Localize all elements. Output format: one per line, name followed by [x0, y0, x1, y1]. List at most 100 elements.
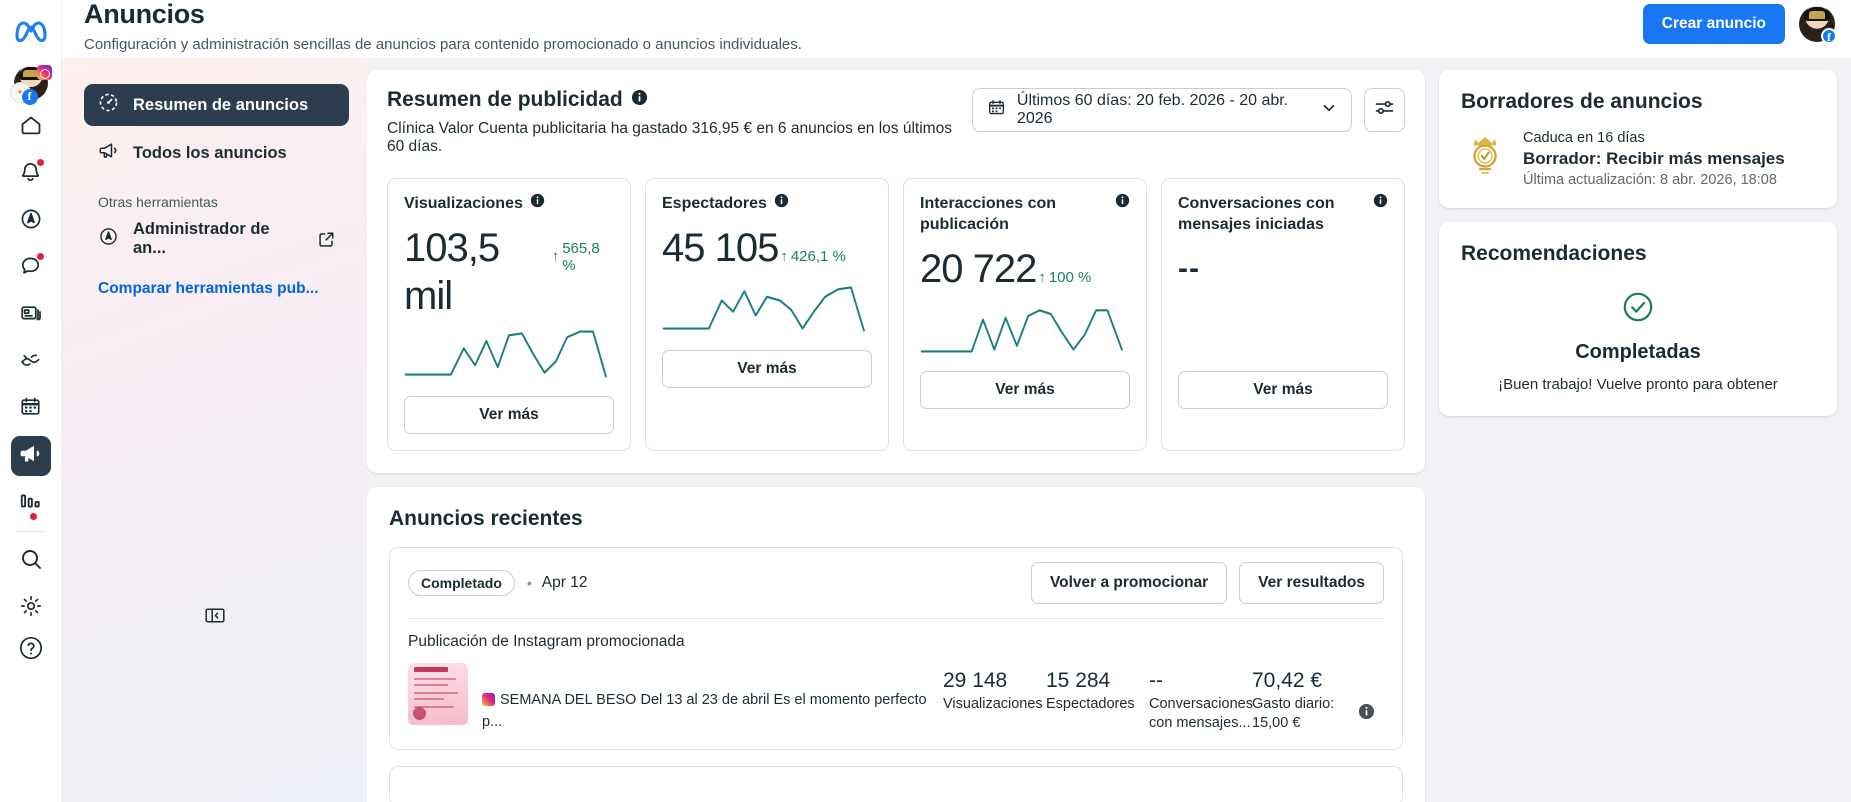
header-avatar[interactable]: f — [1799, 6, 1837, 44]
metric-label: Visualizaciones — [404, 195, 523, 212]
meta-logo[interactable] — [0, 6, 62, 56]
info-icon[interactable] — [631, 88, 648, 112]
rail-settings[interactable] — [11, 588, 51, 628]
spend-label: Gasto diario: — [1252, 696, 1335, 712]
create-ad-button[interactable]: Crear anuncio — [1642, 4, 1785, 44]
main-content: Resumen de publicidad Clínica Valor — [367, 58, 1851, 802]
recommendations-body: Completadas ¡Buen trabajo! Vuelve pronto… — [1461, 266, 1815, 396]
search-icon — [19, 547, 43, 576]
ad-item-next — [389, 766, 1403, 802]
compare-tools-link[interactable]: Comparar herramientas pub... — [98, 280, 319, 297]
spend-info-icon[interactable] — [1348, 667, 1384, 720]
rail-divider — [15, 531, 46, 532]
metric-delta-value: 565,8 % — [562, 239, 600, 274]
stat-visualizaciones: 29 148 Visualizaciones — [943, 667, 1046, 714]
ad-actions: Volver a promocionar Ver resultados — [1030, 562, 1384, 604]
view-results-button[interactable]: Ver resultados — [1239, 562, 1384, 604]
metric-see-more-button[interactable]: Ver más — [920, 371, 1130, 409]
stat-value: 29 148 — [943, 669, 1008, 692]
rail-partnerships[interactable] — [11, 342, 51, 382]
summary-text-block: Resumen de publicidad Clínica Valor — [387, 88, 972, 156]
date-range-picker[interactable]: Últimos 60 días: 20 feb. 2026 - 20 abr. … — [971, 88, 1352, 132]
rail-home[interactable] — [11, 107, 51, 147]
ad-caption-text: SEMANA DEL BESO Del 13 al 23 de abril Es… — [482, 692, 927, 730]
rail-notifications[interactable] — [11, 154, 51, 194]
notification-badge — [36, 159, 44, 166]
recommendations-description: ¡Buen trabajo! Vuelve pronto para obtene… — [1498, 376, 1778, 393]
rail-messages[interactable] — [11, 248, 51, 288]
collapse-panel-button[interactable] — [202, 604, 228, 626]
recommendations-card: Recomendaciones Completadas ¡Buen trabaj… — [1439, 222, 1837, 416]
ad-type-label: Publicación de Instagram promocionada — [408, 633, 685, 650]
avatar[interactable]: ✦ f — [9, 65, 52, 105]
ad-thumbnail[interactable] — [408, 663, 468, 725]
status-badge: Completado — [408, 570, 515, 596]
insights-badge — [29, 513, 37, 520]
nav-group-label: Otras herramientas — [98, 194, 218, 210]
metric-see-more-button[interactable]: Ver más — [1178, 371, 1388, 409]
main-left-column: Resumen de publicidad Clínica Valor — [367, 70, 1425, 802]
stat-label: Espectadores — [1046, 696, 1135, 712]
arrow-up-icon: ↑ — [1038, 269, 1046, 286]
divider — [408, 618, 1384, 619]
sidebar-item-label: Administrador de an... — [133, 220, 270, 257]
ad-date: Apr 12 — [541, 574, 588, 591]
instagram-badge — [36, 65, 52, 80]
sparkline-chart — [404, 326, 614, 382]
thumb-line — [414, 678, 456, 680]
rail-calendar[interactable] — [11, 389, 51, 429]
arrow-up-icon: ↑ — [551, 248, 560, 265]
metric-card-espectadores: Espectadores 45 105 ↑ 426,1 % — [645, 178, 889, 451]
rail-ads[interactable] — [10, 436, 51, 476]
summary-title-row: Resumen de publicidad — [387, 88, 972, 112]
thumb-image — [413, 707, 426, 720]
summary-actions: Últimos 60 días: 20 feb. 2026 - 20 abr. … — [971, 88, 1405, 132]
rail-billing[interactable] — [11, 295, 51, 335]
main-right-column: Borradores de anuncios — [1439, 70, 1837, 802]
metric-card-visualizaciones: Visualizaciones 103,5 mil ↑ 565,8 % — [387, 178, 631, 451]
gear-icon — [19, 594, 43, 623]
info-icon[interactable] — [1373, 193, 1388, 214]
info-icon[interactable] — [530, 193, 545, 214]
metric-delta: ↑ 565,8 % — [552, 240, 614, 274]
draft-name: Borrador: Recibir más mensajes — [1523, 149, 1785, 168]
date-range-label: Últimos 60 días: 20 feb. 2026 - 20 abr. … — [1016, 92, 1289, 127]
metric-value: 45 105 — [662, 226, 779, 270]
stat-espectadores: 15 284 Espectadores — [1046, 667, 1149, 714]
thumb-line — [414, 692, 458, 694]
rail-help[interactable] — [11, 635, 51, 675]
draft-info: Caduca en 16 días Borrador: Recibir más … — [1523, 130, 1785, 188]
rail-boost[interactable] — [11, 201, 51, 241]
metric-label: Interacciones con publicación — [920, 195, 1057, 233]
metric-label-row: Interacciones con publicación — [920, 193, 1130, 235]
draft-expiry: Caduca en 16 días — [1523, 130, 1645, 146]
promote-again-button[interactable]: Volver a promocionar — [1030, 562, 1228, 604]
metric-label-row: Visualizaciones — [404, 193, 614, 214]
recent-ads-card: Anuncios recientes Completado • Apr 12 V… — [367, 487, 1425, 802]
recent-ads-title: Anuncios recientes — [389, 507, 583, 530]
handshake-icon — [18, 347, 43, 377]
rocket-circle-icon — [98, 226, 119, 252]
sidebar-item-administrador-de-anuncios[interactable]: Administrador de an... — [84, 218, 349, 260]
metric-see-more-button[interactable]: Ver más — [662, 350, 872, 388]
page-subtitle: Configuración y administración sencillas… — [84, 36, 802, 53]
page-header: Anuncios Configuración y administración … — [62, 0, 1851, 58]
metric-cards: Visualizaciones 103,5 mil ↑ 565,8 % — [387, 178, 1405, 451]
metric-label-row: Espectadores — [662, 193, 872, 214]
rail-search[interactable] — [11, 541, 51, 581]
recommendations-status: Completadas — [1575, 341, 1701, 363]
card-icon — [19, 301, 43, 330]
sidebar-item-todos-los-anuncios[interactable]: Todos los anuncios — [84, 132, 349, 174]
metric-label: Conversaciones con mensajes iniciadas — [1178, 195, 1335, 233]
info-icon[interactable] — [774, 193, 789, 214]
stat-label: Conversaciones con mensajes... — [1149, 696, 1253, 731]
chat-bubble-icon — [19, 254, 42, 282]
metric-see-more-button[interactable]: Ver más — [404, 396, 614, 434]
draft-item[interactable]: Caduca en 16 días Borrador: Recibir más … — [1461, 130, 1815, 188]
sidebar-item-resumen-de-anuncios[interactable]: Resumen de anuncios — [84, 84, 349, 126]
info-icon[interactable] — [1115, 193, 1130, 214]
bar-chart-icon — [19, 490, 43, 517]
filter-settings-button[interactable] — [1363, 88, 1405, 132]
rail-insights[interactable] — [11, 483, 51, 523]
